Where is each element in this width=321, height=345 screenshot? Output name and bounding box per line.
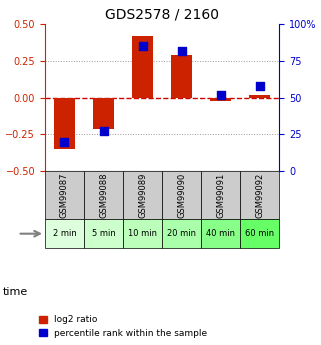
Text: 40 min: 40 min: [206, 229, 235, 238]
Bar: [210, 98, 231, 101]
Text: 2 min: 2 min: [53, 229, 76, 238]
Bar: [240, 171, 279, 219]
Bar: [249, 95, 271, 98]
Text: GSM99087: GSM99087: [60, 172, 69, 218]
Text: GSM99091: GSM99091: [216, 172, 225, 218]
Bar: [45, 171, 84, 219]
Text: 60 min: 60 min: [245, 229, 274, 238]
Text: GSM99088: GSM99088: [99, 172, 108, 218]
Point: [140, 43, 145, 49]
Bar: [201, 171, 240, 219]
Bar: [123, 171, 162, 219]
Text: 20 min: 20 min: [167, 229, 196, 238]
Text: 5 min: 5 min: [92, 229, 115, 238]
Bar: [162, 219, 201, 248]
Bar: [84, 219, 123, 248]
Point: [218, 92, 223, 98]
Text: GSM99092: GSM99092: [255, 172, 264, 218]
Bar: [132, 36, 153, 98]
Bar: [84, 171, 123, 219]
Point: [179, 48, 184, 53]
Bar: [93, 98, 114, 129]
Point: [62, 139, 67, 145]
Point: [101, 129, 106, 134]
Bar: [240, 219, 279, 248]
Bar: [162, 171, 201, 219]
Bar: [171, 55, 192, 98]
Point: [257, 83, 262, 89]
Bar: [45, 219, 84, 248]
Text: time: time: [3, 287, 29, 296]
Text: GSM99090: GSM99090: [177, 172, 186, 218]
Text: GSM99089: GSM99089: [138, 172, 147, 218]
Title: GDS2578 / 2160: GDS2578 / 2160: [105, 8, 219, 22]
Bar: [123, 219, 162, 248]
Legend: log2 ratio, percentile rank within the sample: log2 ratio, percentile rank within the s…: [37, 313, 210, 341]
Text: 10 min: 10 min: [128, 229, 157, 238]
Bar: [201, 219, 240, 248]
Bar: [54, 98, 75, 149]
